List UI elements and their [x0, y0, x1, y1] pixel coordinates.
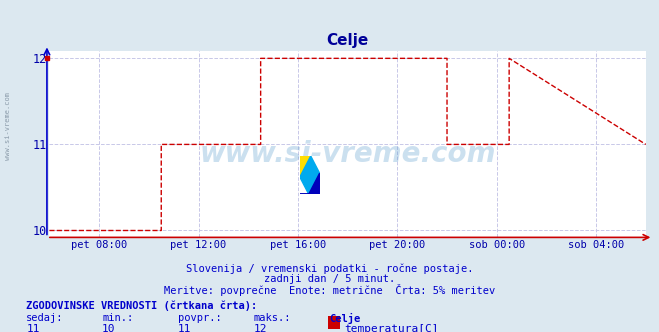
Text: povpr.:: povpr.:: [178, 313, 221, 323]
Text: min.:: min.:: [102, 313, 133, 323]
Text: Slovenija / vremenski podatki - ročne postaje.: Slovenija / vremenski podatki - ročne po…: [186, 264, 473, 275]
Text: temperatura[C]: temperatura[C]: [344, 324, 438, 332]
Text: Celje: Celje: [330, 313, 360, 324]
Text: www.si-vreme.com: www.si-vreme.com: [5, 92, 11, 160]
Title: Celje: Celje: [326, 33, 369, 47]
Polygon shape: [300, 156, 320, 194]
Text: ZGODOVINSKE VREDNOSTI (črtkana črta):: ZGODOVINSKE VREDNOSTI (črtkana črta):: [26, 300, 258, 311]
Text: sedaj:: sedaj:: [26, 313, 64, 323]
Text: 11: 11: [26, 324, 40, 332]
Polygon shape: [300, 173, 320, 194]
Text: 10: 10: [102, 324, 115, 332]
Text: 12: 12: [254, 324, 267, 332]
Text: zadnji dan / 5 minut.: zadnji dan / 5 minut.: [264, 274, 395, 284]
Text: maks.:: maks.:: [254, 313, 291, 323]
Polygon shape: [300, 156, 311, 177]
Text: www.si-vreme.com: www.si-vreme.com: [200, 140, 496, 168]
Text: 11: 11: [178, 324, 191, 332]
Text: Meritve: povprečne  Enote: metrične  Črta: 5% meritev: Meritve: povprečne Enote: metrične Črta:…: [164, 284, 495, 296]
